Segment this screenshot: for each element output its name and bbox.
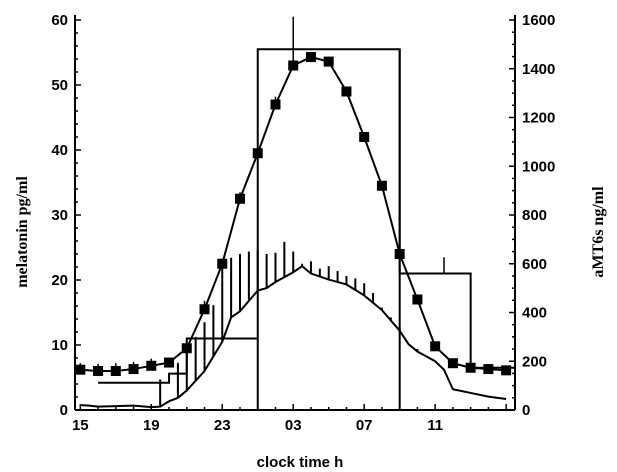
- melatonin-point: [447, 358, 458, 369]
- x-tick-label: 23: [214, 417, 231, 434]
- right-y-tick-label: 600: [522, 256, 547, 273]
- left-y-tick-label: 60: [51, 12, 68, 29]
- right-y-tick-label: 1000: [522, 158, 555, 175]
- melatonin-point: [110, 366, 121, 376]
- melatonin-point: [235, 193, 245, 204]
- axes: 0102030405060020040060080010001200140016…: [51, 12, 555, 434]
- x-tick-label: 07: [356, 417, 373, 434]
- x-axis-title: clock time h: [257, 454, 344, 471]
- left-y-tick-label: 50: [51, 77, 68, 94]
- left-y-tick-label: 0: [60, 402, 68, 419]
- melatonin-point: [93, 366, 104, 376]
- melatonin-point: [164, 357, 175, 368]
- amt6s-line: [80, 264, 507, 409]
- melatonin-point: [483, 364, 494, 375]
- right-y-tick-label: 200: [522, 353, 547, 370]
- melatonin-point: [359, 132, 370, 142]
- melatonin-point: [376, 180, 387, 191]
- x-tick-label: 03: [285, 417, 302, 434]
- melatonin-point: [199, 304, 210, 315]
- series-layer: [75, 16, 515, 410]
- melatonin-point: [128, 364, 139, 375]
- left-y-tick-label: 40: [51, 142, 68, 159]
- right-y-tick-label: 1400: [522, 61, 555, 78]
- melatonin-point: [465, 362, 476, 373]
- melatonin-point: [305, 52, 316, 63]
- melatonin-point: [412, 294, 423, 305]
- right-y-tick-label: 0: [522, 402, 530, 419]
- melatonin-point: [146, 360, 157, 371]
- right-y-tick-label: 800: [522, 207, 547, 224]
- right-y-tick-label: 1600: [522, 12, 555, 29]
- right-y-tick-label: 1200: [522, 110, 555, 127]
- left-y-tick-label: 20: [51, 272, 68, 289]
- melatonin-point: [341, 86, 352, 97]
- x-tick-label: 15: [72, 417, 89, 434]
- labels: clock time h melatonin pg/ml aMT6s ng/ml: [14, 176, 607, 471]
- right-y-tick-label: 400: [522, 305, 547, 322]
- x-tick-label: 19: [143, 417, 160, 434]
- melatonin-point: [75, 364, 86, 375]
- right-y-axis-title: aMT6s ng/ml: [590, 186, 607, 278]
- melatonin-point: [323, 56, 334, 67]
- left-y-tick-label: 10: [51, 337, 68, 354]
- melatonin-point: [288, 60, 299, 71]
- left-y-axis-title: melatonin pg/ml: [14, 176, 31, 288]
- melatonin-point: [181, 343, 192, 354]
- melatonin-point: [430, 341, 441, 352]
- x-tick-label: 11: [427, 417, 443, 434]
- melatonin-point: [270, 99, 281, 110]
- interval-step-line: [98, 48, 515, 384]
- melatonin-point: [217, 258, 228, 269]
- melatonin-line: [80, 55, 507, 372]
- melatonin-point: [252, 148, 263, 159]
- melatonin-point: [394, 249, 405, 259]
- left-y-tick-label: 30: [51, 207, 68, 224]
- melatonin-point: [501, 365, 512, 376]
